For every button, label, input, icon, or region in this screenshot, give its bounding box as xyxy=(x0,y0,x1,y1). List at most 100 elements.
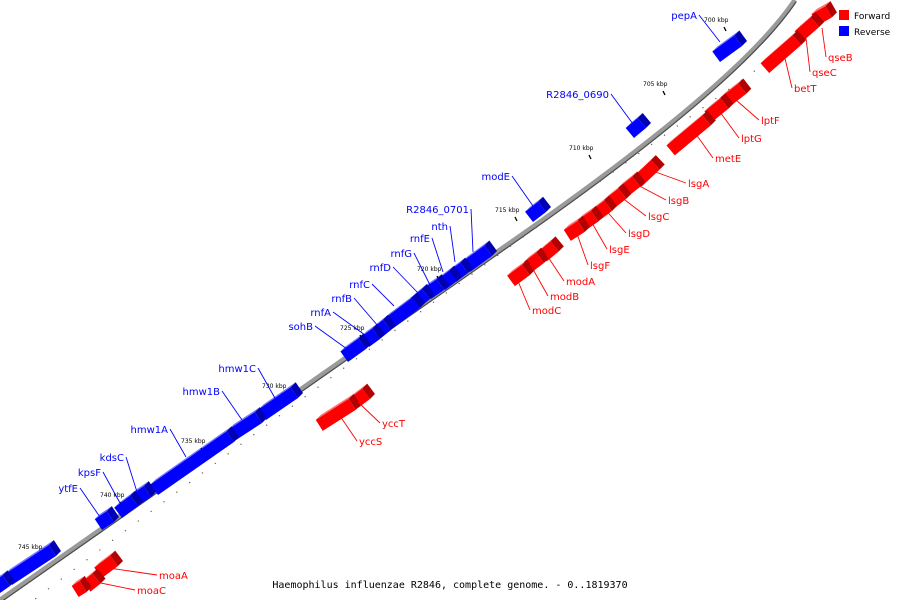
gene-moa-c-end xyxy=(79,575,92,592)
minor-tick xyxy=(638,152,640,155)
gene-lsgD-end xyxy=(604,195,617,211)
label-moaC[interactable]: moaC xyxy=(137,586,166,597)
gene-kpsF-face xyxy=(114,495,138,518)
leader-moaA xyxy=(101,566,158,576)
label-lptF[interactable]: lptF xyxy=(761,116,780,127)
label-yccS[interactable]: yccS xyxy=(359,437,382,448)
gene-kpsF[interactable] xyxy=(114,490,143,518)
minor-tick xyxy=(227,453,229,455)
minor-tick xyxy=(304,395,306,398)
label-kpsF[interactable]: kpsF xyxy=(78,468,101,479)
gene-rev-a-end xyxy=(48,540,61,556)
label-ytfE[interactable]: ytfE xyxy=(58,484,78,495)
gene-sohB-top xyxy=(340,333,364,352)
gene-rnfC[interactable] xyxy=(384,292,425,329)
label-betT[interactable]: betT xyxy=(794,84,817,95)
label-rnfA[interactable]: rnfA xyxy=(310,308,331,319)
gene-lsgB-end xyxy=(632,171,646,187)
label-rnfD[interactable]: rnfD xyxy=(370,263,392,274)
gene-metE[interactable] xyxy=(666,110,716,156)
minor-tick xyxy=(86,559,88,561)
label-hmw1C[interactable]: hmw1C xyxy=(218,364,256,375)
leader-R2846_0701 xyxy=(470,208,474,253)
leader-lptF xyxy=(735,99,760,121)
label-rnfE[interactable]: rnfE xyxy=(410,234,430,245)
gene-lsgF[interactable] xyxy=(563,215,590,241)
minor-tick xyxy=(137,520,140,522)
label-lsgC[interactable]: lsgC xyxy=(648,212,669,223)
minor-tick xyxy=(355,358,358,360)
gene-R2846_0690-end xyxy=(637,113,651,128)
gene-rev-b[interactable] xyxy=(0,570,15,593)
gene-lsgF-face xyxy=(563,220,585,241)
label-pepA[interactable]: pepA xyxy=(671,11,697,22)
label-lsgE[interactable]: lsgE xyxy=(609,245,630,256)
gene-ytfE[interactable] xyxy=(94,506,119,530)
label-lsgA[interactable]: lsgA xyxy=(688,179,709,190)
tick-label: 740 kbp xyxy=(100,492,125,499)
label-modA[interactable]: modA xyxy=(566,277,595,288)
gene-moa-c-face xyxy=(71,580,87,597)
label-rnfC[interactable]: rnfC xyxy=(349,280,370,291)
gene-moa-c[interactable] xyxy=(71,575,92,597)
gene-rev-b-end xyxy=(2,570,15,586)
label-hmw1B[interactable]: hmw1B xyxy=(183,387,221,398)
minor-tick xyxy=(573,199,576,201)
minor-tick xyxy=(484,264,486,266)
label-hmw1A[interactable]: hmw1A xyxy=(131,425,169,436)
leader-lsgB xyxy=(631,181,667,201)
gene-rev-a[interactable] xyxy=(4,540,61,585)
label-qseC[interactable]: qseC xyxy=(812,68,837,79)
label-modC[interactable]: modC xyxy=(532,306,561,317)
tick-mark xyxy=(723,26,727,32)
gene-R2846_0690[interactable] xyxy=(625,113,651,138)
label-modE[interactable]: modE xyxy=(481,172,510,183)
gene-moa-c-top xyxy=(71,575,85,586)
gene-modC[interactable] xyxy=(507,259,535,287)
minor-tick xyxy=(496,254,499,257)
gene-hmw1C-face xyxy=(258,387,298,420)
gene-rev-b-top xyxy=(0,570,8,578)
label-yccT[interactable]: yccT xyxy=(382,419,406,430)
gene-modE[interactable] xyxy=(525,196,551,222)
tick-label: 715 kbp xyxy=(495,207,520,214)
gene-yccT-top xyxy=(350,383,368,398)
label-qseB[interactable]: qseB xyxy=(828,53,853,64)
gene-lsgD-top xyxy=(592,195,610,210)
label-lsgF[interactable]: lsgF xyxy=(590,261,610,272)
gene-betT[interactable] xyxy=(760,30,807,74)
label-lsgB[interactable]: lsgB xyxy=(668,196,689,207)
gene-hmw1B[interactable] xyxy=(228,407,267,440)
label-nth[interactable]: nth xyxy=(431,222,448,233)
label-rnfG[interactable]: rnfG xyxy=(390,249,412,260)
gene-sohB[interactable] xyxy=(340,333,371,362)
tick-mark xyxy=(514,216,518,222)
gene-yccS-top xyxy=(315,393,354,420)
gene-moaA-top xyxy=(94,550,116,568)
label-R2846_0690[interactable]: R2846_0690 xyxy=(546,90,609,101)
leader-moaC xyxy=(85,579,136,591)
genome-caption: Haemophilus influenzae R2846, complete g… xyxy=(272,580,627,591)
label-kdsC[interactable]: kdsC xyxy=(100,453,124,464)
label-sohB[interactable]: sohB xyxy=(288,322,313,333)
minor-tick xyxy=(522,236,525,238)
gene-R2846_0690-face xyxy=(625,118,646,138)
gene-rnfG-top xyxy=(423,274,442,289)
label-metE[interactable]: metE xyxy=(715,154,741,165)
gene-pepA[interactable] xyxy=(712,30,747,62)
gene-modC-end xyxy=(522,259,535,276)
label-modB[interactable]: modB xyxy=(550,292,579,303)
label-R2846_0701[interactable]: R2846_0701 xyxy=(406,205,469,216)
gene-rnfD-end xyxy=(421,283,435,299)
gene-hmw1A[interactable] xyxy=(150,426,239,495)
legend-forward-label: Forward xyxy=(854,12,890,22)
gene-hmw1C[interactable] xyxy=(258,382,303,420)
gene-yccS[interactable] xyxy=(315,393,361,431)
label-lptG[interactable]: lptG xyxy=(741,134,762,145)
leader-yccT xyxy=(357,401,381,424)
label-lsgD[interactable]: lsgD xyxy=(628,229,650,240)
leader-qseC xyxy=(805,37,811,73)
label-rnfB[interactable]: rnfB xyxy=(331,294,352,305)
gene-lsgB-top xyxy=(618,171,638,188)
label-moaA[interactable]: moaA xyxy=(159,571,188,582)
